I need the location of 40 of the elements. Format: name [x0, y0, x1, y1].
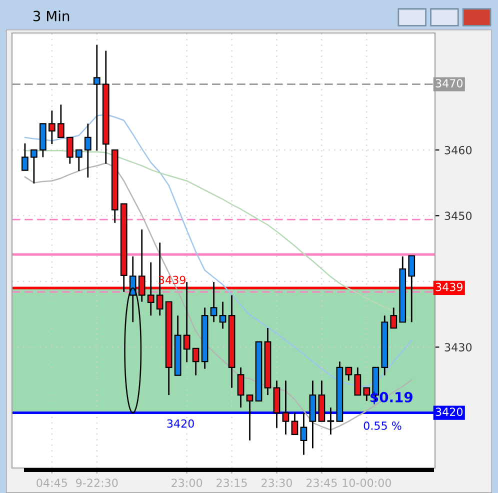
candlestick	[354, 366, 362, 396]
candlestick	[75, 149, 82, 172]
candlestick	[192, 348, 200, 376]
candlestick	[291, 412, 298, 436]
candlestick	[84, 122, 92, 178]
x-tick-label: 23:45	[306, 478, 337, 488]
y-tick-label: 3450	[444, 212, 472, 220]
candlestick	[246, 394, 254, 442]
candlestick	[210, 281, 218, 323]
candlestick	[57, 104, 64, 138]
candlestick	[66, 136, 74, 164]
y-tick-label: 3460	[444, 146, 472, 154]
x-tick-label: 10-00:00	[342, 478, 392, 488]
line-series	[24, 162, 412, 431]
candlestick	[22, 142, 28, 172]
ref-line-label: 3439	[436, 282, 462, 292]
candlestick	[219, 301, 226, 330]
candlestick	[30, 149, 38, 184]
candlestick	[390, 306, 398, 329]
candlestick	[93, 44, 100, 152]
candlestick	[363, 387, 370, 402]
x-tick-label: 23:15	[216, 478, 247, 488]
candlestick	[48, 110, 56, 145]
candlestick	[345, 366, 352, 382]
candlestick	[327, 406, 334, 436]
annotation: 3420	[167, 419, 194, 428]
candlestick	[282, 380, 290, 436]
candlestick	[300, 412, 308, 456]
x-tick-label: 23:00	[172, 478, 202, 488]
annotation: 0.55 %	[364, 421, 402, 430]
y-tick-label: 3430	[444, 343, 472, 352]
x-tick-label: 9-22:30	[76, 478, 118, 488]
x-tick-label: 04:45	[36, 478, 67, 488]
candlestick	[237, 366, 244, 408]
chart-title: 3 Min	[33, 10, 70, 22]
x-tick-label: 23:30	[262, 478, 292, 488]
ref-line-label: 3470	[436, 79, 463, 88]
candlestick	[147, 262, 154, 316]
candlestick	[408, 255, 416, 323]
ref-line-label: 3420	[436, 408, 463, 416]
